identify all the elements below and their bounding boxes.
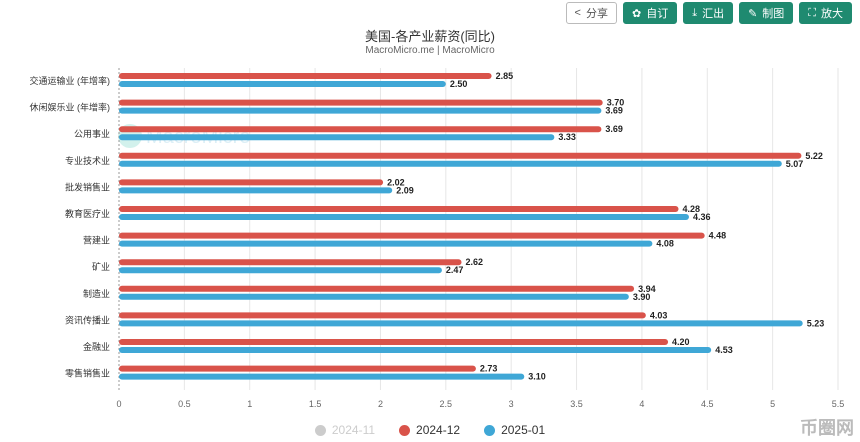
y-category-label: 制造业 [83, 288, 110, 299]
data-label: 5.23 [807, 318, 825, 328]
bar-2025-01 [119, 160, 782, 167]
data-label: 2.50 [450, 79, 468, 89]
bar-2024-12 [119, 126, 602, 133]
custom-button[interactable]: ✿ 自订 [622, 2, 678, 24]
corner-logo: 币圈网 [800, 418, 854, 438]
legend-item-2024-12[interactable]: 2024-12 [399, 423, 460, 437]
y-category-label: 资讯传播业 [65, 314, 110, 325]
draw-button[interactable]: ✎ 制图 [739, 2, 794, 24]
legend-marker [484, 424, 496, 436]
share-icon: < [574, 7, 581, 19]
bar-2025-01 [119, 347, 712, 353]
data-label: 3.33 [558, 132, 576, 142]
share-button[interactable]: < 分享 [565, 2, 617, 24]
data-label: 4.48 [709, 231, 727, 241]
data-label: 4.28 [683, 204, 701, 214]
y-category-label: 金融业 [83, 341, 110, 352]
y-category-label: 公用事业 [74, 128, 110, 139]
download-icon: ⤓ [692, 6, 698, 19]
bar-2024-12 [119, 312, 646, 319]
gear-icon: ✿ [631, 7, 642, 20]
bar-2025-01 [119, 320, 803, 327]
enlarge-button[interactable]: ⛶ 放大 [799, 2, 852, 24]
bar-2025-01 [119, 373, 525, 380]
data-label: 2.73 [480, 364, 498, 374]
bar-2024-12 [119, 365, 476, 372]
x-tick-label: 2 [378, 399, 383, 409]
legend-marker [399, 424, 411, 436]
expand-icon: ⛶ [808, 6, 816, 19]
chart-title: 美国-各产业薪资(同比) [365, 29, 495, 44]
bar-2025-01 [119, 134, 555, 141]
data-label: 2.47 [446, 265, 464, 275]
data-label: 2.62 [466, 257, 484, 267]
x-tick-label: 0.5 [178, 399, 191, 409]
toolbar: < 分享 ✿ 自订 ⤓ 汇出 ✎ 制图 ⛶ 放大 [565, 2, 852, 24]
data-label: 3.70 [607, 98, 625, 108]
y-category-label: 专业技术业 [65, 155, 110, 166]
legend-label: 2025-01 [501, 423, 546, 437]
data-label: 2.02 [387, 177, 405, 187]
data-label: 3.94 [638, 284, 656, 294]
bar-2024-12 [119, 73, 492, 79]
x-tick-label: 1 [247, 399, 252, 409]
bar-2025-01 [119, 81, 446, 87]
bar-2024-12 [119, 285, 635, 292]
chart-subtitle: MacroMicro.me | MacroMicro [365, 45, 495, 56]
bar-2024-12 [119, 99, 603, 106]
data-label: 4.36 [693, 212, 711, 222]
y-category-label: 零售销售业 [65, 368, 110, 379]
x-tick-label: 5 [770, 399, 775, 409]
y-category-label: 教育医疗业 [65, 208, 110, 219]
y-category-label: 矿业 [92, 261, 110, 272]
bar-2024-12 [119, 232, 705, 239]
x-tick-label: 1.5 [309, 399, 322, 409]
data-label: 4.08 [656, 239, 674, 249]
y-category-label: 休闲娱乐业 (年增率) [30, 102, 111, 113]
bar-2025-01 [119, 107, 602, 114]
data-label: 3.69 [605, 106, 623, 116]
pencil-icon: ✎ [748, 7, 758, 20]
legend-marker [314, 424, 326, 436]
bar-2024-12 [119, 179, 384, 186]
data-label: 4.53 [715, 345, 733, 355]
x-tick-label: 3 [509, 399, 514, 409]
bar-2025-01 [119, 187, 393, 194]
x-tick-label: 5.5 [832, 399, 845, 409]
x-tick-label: 4 [639, 399, 644, 409]
bar-2025-01 [119, 214, 689, 220]
y-category-label: 批发销售业 [65, 181, 110, 192]
x-tick-label: 3.5 [570, 399, 583, 409]
legend: 2024-11 2024-12 2025-01 [0, 423, 860, 437]
data-label: 2.09 [396, 185, 414, 195]
bar-2024-12 [119, 259, 462, 266]
bar-2025-01 [119, 240, 653, 247]
data-label: 5.22 [805, 151, 823, 161]
legend-item-2024-11[interactable]: 2024-11 [314, 423, 376, 437]
bar-2025-01 [119, 293, 629, 300]
data-label: 4.03 [650, 310, 668, 320]
x-tick-label: 4.5 [701, 399, 714, 409]
data-label: 3.10 [528, 372, 546, 382]
x-tick-label: 2.5 [440, 399, 453, 409]
x-tick-label: 0 [116, 399, 121, 409]
y-category-label: 营建业 [83, 235, 110, 246]
y-category-label: 交通运输业 (年增率) [30, 75, 111, 86]
data-label: 5.07 [786, 159, 804, 169]
data-label: 4.20 [672, 337, 690, 347]
bar-2025-01 [119, 267, 442, 274]
legend-item-2025-01[interactable]: 2025-01 [484, 423, 545, 437]
bar-2024-12 [119, 339, 669, 345]
data-label: 2.85 [496, 71, 514, 81]
legend-label: 2024-12 [416, 423, 461, 437]
bar-2024-12 [119, 206, 679, 212]
bar-2024-12 [119, 152, 802, 159]
export-button[interactable]: ⤓ 汇出 [683, 2, 734, 24]
legend-label: 2024-11 [331, 423, 376, 437]
data-label: 3.90 [633, 292, 651, 302]
data-label: 3.69 [605, 124, 623, 134]
